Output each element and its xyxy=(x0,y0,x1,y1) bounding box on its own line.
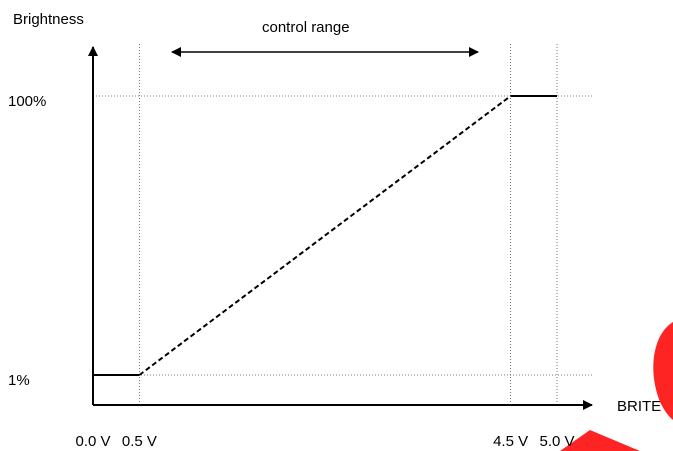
x-tick-label-2: 4.5 V xyxy=(493,433,528,450)
x-axis-label: BRITE xyxy=(617,398,661,415)
y-tick-label-0: 1% xyxy=(8,372,30,389)
x-tick-label-0: 0.0 V xyxy=(75,433,110,450)
grid-lines xyxy=(93,44,592,405)
x-tick-label-1: 0.5 V xyxy=(122,433,157,450)
y-tick-label-1: 100% xyxy=(8,93,46,110)
tick-labels: 0.0 V 0.5 V 4.5 V 5.0 V 1% 100% xyxy=(8,93,575,450)
red-decoration-wedge xyxy=(560,430,640,451)
x-tick-label-3: 5.0 V xyxy=(539,433,574,450)
red-decoration-shape xyxy=(653,322,673,420)
series-segment-1 xyxy=(138,95,512,376)
control-range-label: control range xyxy=(262,19,350,36)
series-lines xyxy=(93,95,557,376)
y-axis-label: Brightness xyxy=(13,11,84,28)
